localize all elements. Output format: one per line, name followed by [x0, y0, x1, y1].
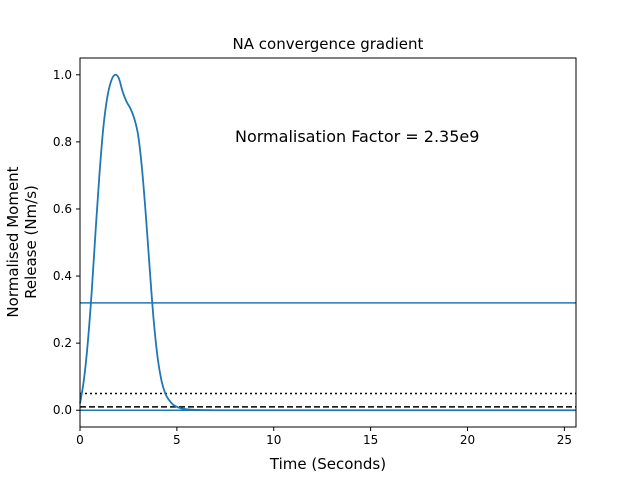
- y-tick-label: 0.8: [53, 135, 72, 149]
- y-tick-label: 1.0: [53, 68, 72, 82]
- y-tick-label: 0.6: [53, 202, 72, 216]
- x-tick-label: 10: [266, 433, 281, 447]
- x-tick-label: 25: [557, 433, 572, 447]
- y-tick-label: 0.0: [53, 403, 72, 417]
- chart-title: NA convergence gradient: [233, 35, 424, 53]
- x-tick-label: 5: [173, 433, 181, 447]
- x-axis-label: Time (Seconds): [269, 455, 386, 473]
- x-tick-label: 0: [76, 433, 84, 447]
- plot-content: [79, 73, 576, 412]
- y-axis-label: Normalised Moment Release (Nm/s): [4, 166, 40, 317]
- plot-frame: [79, 57, 577, 428]
- x-tick-label: 15: [363, 433, 378, 447]
- y-axis-ticks: 0.0 0.2 0.4 0.6 0.8 1.0: [53, 68, 80, 417]
- y-axis-label-line-1: Normalised Moment: [4, 166, 22, 317]
- x-tick-label: 20: [460, 433, 475, 447]
- normalisation-annotation: Normalisation Factor = 2.35e9: [235, 127, 479, 146]
- series-line-1: [79, 73, 576, 412]
- y-axis-label-line-2: Release (Nm/s): [22, 185, 40, 299]
- y-tick-label: 0.4: [53, 269, 72, 283]
- y-tick-label: 0.2: [53, 336, 72, 350]
- x-axis-ticks: 0 5 10 15 20 25: [76, 427, 572, 447]
